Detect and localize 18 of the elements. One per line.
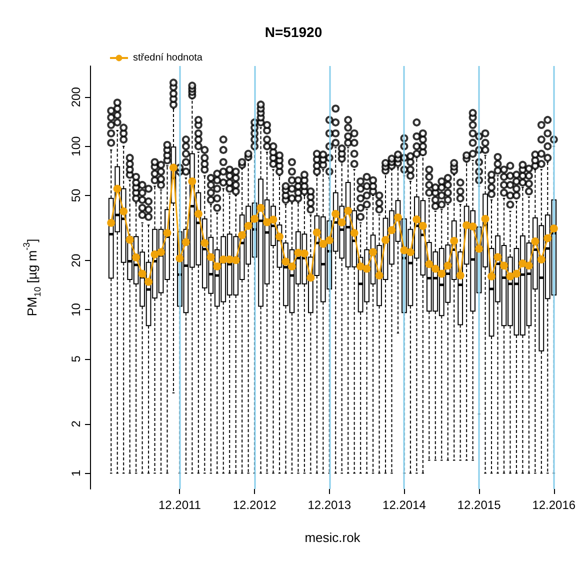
y-axis-title: PM10 [µg m-3]	[22, 238, 42, 316]
y-tick-label: 200	[69, 86, 83, 108]
x-axis-title: mesic.rok	[304, 530, 361, 545]
y-tick-label: 5	[69, 355, 83, 362]
x-tick-label: 12.2016	[532, 498, 576, 512]
x-tick-label: 12.2015	[457, 498, 502, 512]
y-tick-label: 2	[69, 420, 83, 428]
chart-title: N=51920	[264, 24, 322, 40]
x-tick-label: 12.2014	[382, 498, 426, 512]
y-tick-label: 10	[69, 302, 83, 316]
y-tick-label: 100	[69, 136, 83, 156]
y-tick-label: 50	[69, 188, 83, 202]
legend-label: střední hodnota	[133, 52, 203, 64]
x-tick-label: 12.2012	[232, 498, 277, 512]
x-tick-label: 12.2011	[158, 498, 202, 512]
x-tick-label: 12.2013	[308, 498, 352, 512]
y-tick-label: 20	[69, 254, 83, 268]
y-tick-label: 1	[69, 470, 83, 477]
